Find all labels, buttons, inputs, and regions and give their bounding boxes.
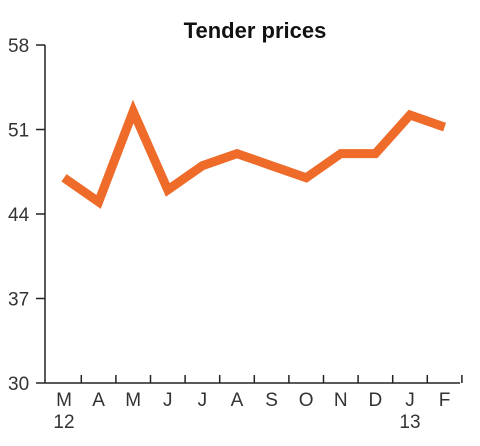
y-tick-label: 30 (8, 374, 29, 395)
x-tick-label: J (163, 390, 173, 411)
x-tick-label: A (231, 390, 244, 411)
year-label: 13 (399, 412, 420, 433)
y-tick-label: 51 (8, 121, 29, 142)
x-tick-label: F (439, 390, 451, 411)
y-tick-label: 58 (8, 36, 29, 57)
x-tick-label: A (92, 390, 105, 411)
y-tick-label: 37 (8, 290, 29, 311)
series-layer (61, 99, 447, 209)
x-tick-label: N (334, 390, 348, 411)
year-label: 12 (53, 412, 74, 433)
x-tick-label: O (299, 390, 314, 411)
x-tick-label: M (56, 390, 72, 411)
y-axis: 30 37 44 51 58 (8, 36, 46, 395)
x-tick-label: S (265, 390, 278, 411)
x-tick-label: J (198, 390, 208, 411)
x-tick-label: J (405, 390, 415, 411)
x-axis: M A M J J A S O N D J F12 13 (45, 375, 463, 433)
x-tick-label: M (125, 390, 141, 411)
series-line (61, 99, 447, 209)
chart-title: Tender prices (184, 18, 327, 43)
x-tick-label: D (369, 390, 383, 411)
y-tick-label: 44 (8, 205, 30, 226)
